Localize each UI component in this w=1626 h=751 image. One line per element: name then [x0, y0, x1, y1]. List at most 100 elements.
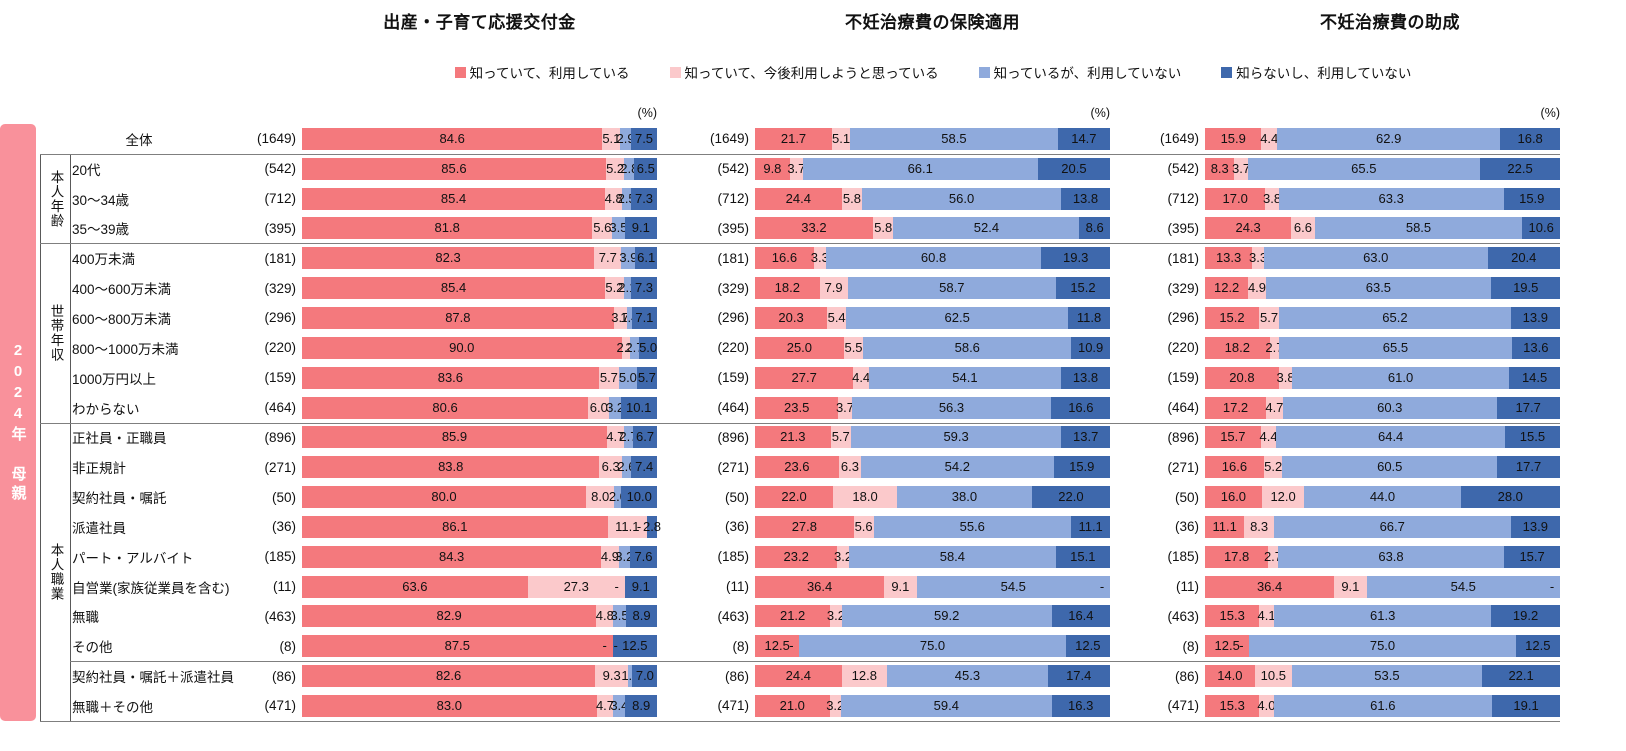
bar-value: 60.3 [1377, 399, 1403, 415]
bar-segment: 16.6 [1205, 456, 1264, 479]
bar-value: 21.0 [779, 697, 805, 713]
bar-segment: 6.3 [838, 456, 862, 479]
row-label: 自営業(家族従業員を含む) [72, 580, 230, 596]
bar-value: 4.4 [1259, 429, 1278, 445]
bar-segment: 4.8 [605, 187, 623, 210]
legend-label: 知っていて、今後利用しようと思っている [684, 66, 939, 81]
bar-segment: 11.1 [1205, 515, 1245, 538]
bar-segment: 17.4 [1047, 665, 1110, 688]
bar-segment: 11.8 [1068, 306, 1110, 329]
bar-value: 16.0 [1220, 489, 1247, 505]
bar-segment: 75.0 [1249, 635, 1516, 658]
bar-segment: 3.5 [609, 217, 628, 240]
bar-value: 5.2 [606, 160, 625, 176]
year-band: 2024年 母親 [0, 124, 36, 721]
bar-segment: 87.8 [302, 306, 614, 329]
bar-value: 16.8 [1517, 130, 1543, 146]
row-count: (329) [717, 280, 749, 296]
group-label: 世帯年収 [41, 243, 70, 422]
bar-value: 24.3 [1235, 220, 1261, 236]
bar-value: 12.5 [764, 638, 790, 654]
group-label: 本人職業 [41, 423, 70, 722]
bar-segment: 3.2 [826, 694, 844, 717]
bar-segment: 45.3 [887, 665, 1048, 688]
stacked-bar-panel-1: 81.8 5.6 3.5 9.1 [302, 217, 657, 240]
bar-value: 33.2 [801, 220, 827, 236]
bar-value: 5.7 [831, 429, 850, 445]
row-count: (11) [1175, 579, 1199, 595]
bar-value: 2.7 [1263, 548, 1283, 564]
table-row: 35〜39歳 (395) 81.8 5.6 3.5 9.1 (395) 33.2 5.8 52.4… [0, 214, 1626, 244]
bar-segment: 13.6 [1511, 336, 1560, 359]
bar-segment: 15.2 [1205, 306, 1259, 329]
bar-segment: 22.1 [1481, 665, 1561, 688]
bar-segment: 16.8 [1500, 127, 1560, 150]
bar-segment: 3.7 [611, 306, 629, 329]
bar-value: 2.7 [1265, 339, 1284, 355]
bar-value: 16.6 [771, 250, 798, 266]
bar-value: 9.1 [631, 578, 650, 594]
bar-segment: 16.0 [1205, 486, 1262, 509]
stacked-bar-panel-1: 85.4 5.2 2.1 7.3 [302, 277, 657, 300]
stacked-bar-panel-1: 83.8 6.3 2.6 7.4 [302, 456, 658, 479]
row-count: (271) [264, 459, 296, 475]
bar-value: 64.4 [1377, 429, 1404, 445]
bar-segment: 17.7 [1497, 456, 1560, 479]
row-label: 無職＋その他 [72, 699, 153, 715]
bar-segment: 13.8 [1060, 187, 1110, 210]
bar-segment: 4.4 [1260, 127, 1278, 150]
bar-segment: 2.7 [619, 426, 637, 449]
bar-value: 22.0 [781, 489, 807, 505]
bar-segment: 3.2 [827, 605, 845, 628]
bar-segment: 10.9 [1071, 336, 1110, 359]
legend-item: 知っていて、今後利用しようと思っている [669, 62, 939, 82]
legend-swatch-icon [669, 66, 681, 78]
bar-value: 2.7 [619, 429, 638, 445]
bar-segment: 13.3 [1205, 247, 1253, 270]
bar-segment: 3.7 [1232, 157, 1250, 180]
stacked-bar-panel-3: 17.8 2.7 63.8 15.7 [1205, 545, 1560, 568]
bar-value: 15.3 [1219, 608, 1245, 624]
bar-segment: 82.6 [302, 665, 596, 688]
stacked-bar-panel-3: 8.3 3.7 65.5 22.5 [1205, 157, 1560, 180]
bar-segment: 83.8 [302, 456, 600, 479]
bar-value: 5.0 [639, 339, 658, 355]
bar-segment: 85.4 [302, 187, 606, 210]
bar-segment: 12.2 [1205, 277, 1249, 300]
row-label: 30〜34歳 [72, 192, 130, 208]
bar-value: 6.5 [636, 160, 655, 176]
bar-segment: 8.6 [1079, 217, 1110, 240]
bar-value: 66.7 [1379, 518, 1405, 534]
row-count: (36) [271, 519, 296, 535]
bar-value: 15.7 [1220, 429, 1246, 445]
bar-value: 8.9 [632, 608, 651, 624]
bar-segment: 11.1 [1070, 515, 1111, 538]
bar-value: 7.5 [634, 130, 654, 146]
bar-value: 12.2 [1213, 280, 1240, 296]
bar-segment: 3.5 [610, 605, 629, 628]
bar-value: 3.2 [826, 608, 845, 624]
bar-value: 15.3 [1219, 697, 1245, 713]
bar-value: 5.2 [605, 280, 624, 296]
bar-segment: 12.0 [1261, 486, 1305, 509]
table-row: 800〜1000万未満 (220) 90.0 2.3 2.7 5.0 (220) 25.0 5.… [0, 333, 1626, 363]
bar-value: 16.6 [1221, 459, 1248, 475]
bar-segment: 15.9 [1503, 187, 1560, 210]
bar-segment: 24.3 [1205, 217, 1292, 240]
row-label: 全体 [125, 132, 153, 148]
bar-segment: 10.5 [1254, 665, 1292, 688]
bar-segment: 27.7 [755, 366, 854, 389]
bar-segment: 4.9 [601, 545, 619, 568]
stacked-bar-panel-1: 82.3 7.7 3.9 6.1 [302, 247, 657, 270]
row-count: (712) [264, 191, 296, 207]
table-row: 400万未満 (181) 82.3 7.7 3.9 6.1 (181) 16.6 3.3 60.8… [0, 243, 1626, 273]
bar-value: 36.4 [806, 578, 833, 594]
row-count: (11) [725, 579, 749, 595]
bar-segment: 28.0 [1460, 486, 1560, 509]
row-count: (159) [264, 370, 296, 386]
bar-value: 61.6 [1370, 697, 1396, 713]
bar-segment: 8.3 [1244, 515, 1274, 538]
bar-segment: 3.2 [606, 396, 624, 419]
row-count: (464) [717, 400, 749, 416]
stacked-bar-panel-1: 86.1 11.1-2.8 [302, 515, 661, 538]
